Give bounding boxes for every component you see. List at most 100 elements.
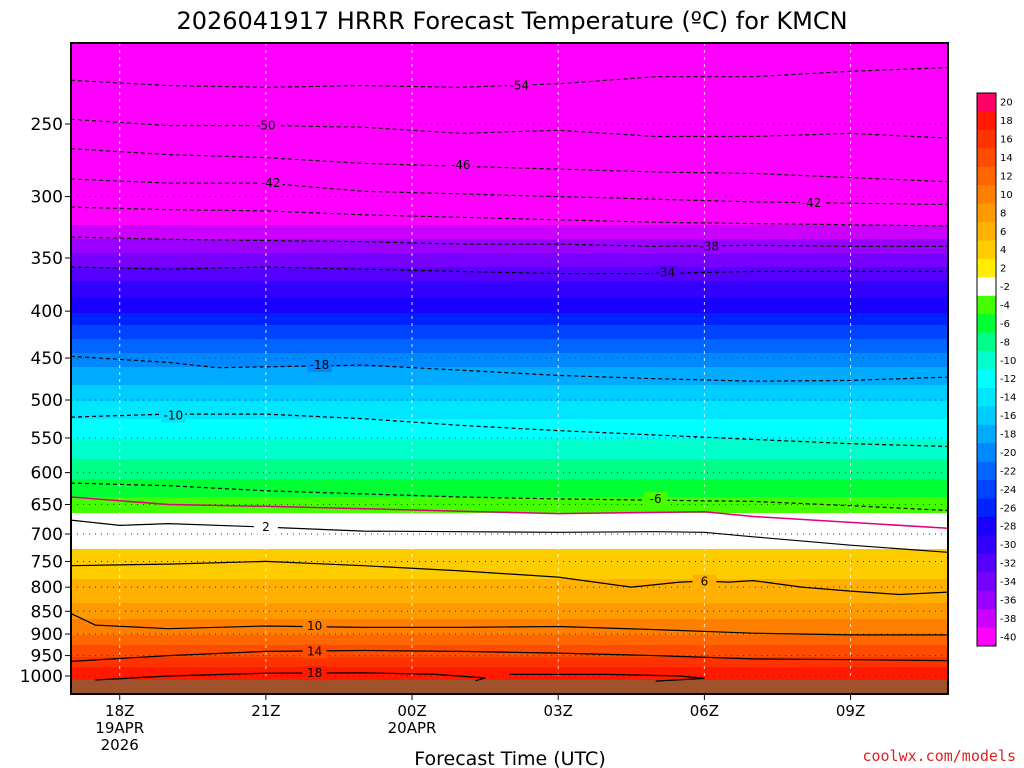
- color-band-row: [71, 623, 948, 626]
- contour-label-bg: [653, 265, 678, 280]
- color-band-row: [71, 409, 948, 412]
- color-band-row: [71, 159, 948, 162]
- colorbar-tick-label: 10: [1000, 190, 1013, 201]
- colorbar-swatch: [977, 332, 996, 352]
- isotherm-line: [71, 67, 948, 88]
- color-band-row: [71, 65, 948, 68]
- color-band-row: [71, 425, 948, 428]
- color-band-row: [71, 333, 948, 336]
- color-band-row: [71, 653, 948, 656]
- color-band-row: [71, 483, 948, 486]
- color-band-row: [71, 155, 948, 158]
- colorbar-swatch: [977, 93, 996, 112]
- color-band-row: [71, 355, 948, 358]
- color-band-row: [71, 671, 948, 674]
- color-band-row: [71, 501, 948, 504]
- color-band-row: [71, 663, 948, 666]
- color-band-row: [71, 121, 948, 124]
- contour-label-bg: [161, 408, 186, 423]
- isotherm-line: [71, 482, 948, 512]
- y-tick-label: 700: [31, 525, 63, 545]
- contour-label-bg: [643, 491, 668, 506]
- color-band-row: [71, 135, 948, 138]
- color-band-row: [71, 457, 948, 460]
- color-band-row: [71, 167, 948, 170]
- color-band-row: [71, 591, 948, 594]
- colorbar-tick-label: -10: [1000, 356, 1016, 367]
- color-band-row: [71, 413, 948, 416]
- colorbar-swatch: [977, 240, 996, 260]
- color-band-row: [71, 369, 948, 372]
- color-band-row: [71, 61, 948, 64]
- colorbar-swatch: [977, 258, 996, 278]
- color-band-row: [71, 389, 948, 392]
- color-band-row: [71, 645, 948, 648]
- y-tick-label: 850: [31, 602, 63, 622]
- colorbar-swatch: [977, 295, 996, 315]
- color-band-row: [71, 541, 948, 544]
- color-band-row: [71, 487, 948, 490]
- color-band-row: [71, 561, 948, 564]
- x-tick-label-line: 03Z: [544, 702, 573, 720]
- color-band-row: [71, 455, 948, 458]
- color-band-row: [71, 581, 948, 584]
- color-band-row: [71, 263, 948, 266]
- color-band-row: [71, 377, 948, 380]
- time-axis: 18Z 19APR 2026 21Z 00Z 20APR 03Z 06Z 09Z: [95, 694, 865, 754]
- color-band-row: [71, 639, 948, 642]
- colorbar-tick-label: 2: [1000, 264, 1006, 275]
- color-band-row: [71, 59, 948, 62]
- color-band-row: [71, 197, 948, 200]
- isotherm-line: [71, 236, 948, 248]
- color-band-row: [71, 311, 948, 314]
- color-band-row: [71, 605, 948, 608]
- isotherm-line: [71, 413, 948, 448]
- color-band-row: [71, 77, 948, 80]
- color-band-row: [71, 131, 948, 134]
- color-band-row: [71, 279, 948, 282]
- color-band-row: [71, 627, 948, 630]
- color-band-row: [71, 383, 948, 386]
- contour-label: 10: [307, 619, 322, 633]
- color-band-row: [71, 475, 948, 478]
- color-band-row: [71, 601, 948, 604]
- color-band-row: [71, 141, 948, 144]
- temperature-color-bands: [71, 43, 948, 682]
- color-band-row: [71, 185, 948, 188]
- color-band-row: [71, 635, 948, 638]
- color-band-row: [71, 407, 948, 410]
- color-band-row: [71, 319, 948, 322]
- x-tick-label-line: 09Z: [836, 702, 865, 720]
- color-band-row: [71, 211, 948, 214]
- color-band-row: [71, 203, 948, 206]
- color-band-row: [71, 461, 948, 464]
- color-band-row: [71, 607, 948, 610]
- color-band-row: [71, 251, 948, 254]
- color-band-row: [71, 495, 948, 498]
- colorbar-tick-label: -38: [1000, 614, 1016, 625]
- color-band-row: [71, 629, 948, 632]
- color-band-row: [71, 349, 948, 352]
- color-band-row: [71, 313, 948, 316]
- color-band-row: [71, 55, 948, 58]
- y-tick-label: 800: [31, 578, 63, 598]
- color-band-row: [71, 489, 948, 492]
- colorbar-swatch: [977, 609, 996, 629]
- colorbar-swatch: [977, 166, 996, 186]
- color-band-row: [71, 449, 948, 452]
- x-tick-label: 03Z: [544, 702, 573, 720]
- color-band-row: [71, 543, 948, 546]
- color-band-row: [71, 419, 948, 422]
- colorbar-swatch: [977, 535, 996, 555]
- color-band-row: [71, 169, 948, 172]
- color-band-row: [71, 485, 948, 488]
- color-band-row: [71, 509, 948, 512]
- color-band-row: [71, 405, 948, 408]
- colorbar-frame: [976, 92, 997, 647]
- color-band-row: [71, 295, 948, 298]
- colorbar-tick-label: -36: [1000, 595, 1016, 606]
- contour-label: 6: [701, 575, 709, 589]
- color-band-row: [71, 259, 948, 262]
- color-band-row: [71, 569, 948, 572]
- color-band-row: [71, 153, 948, 156]
